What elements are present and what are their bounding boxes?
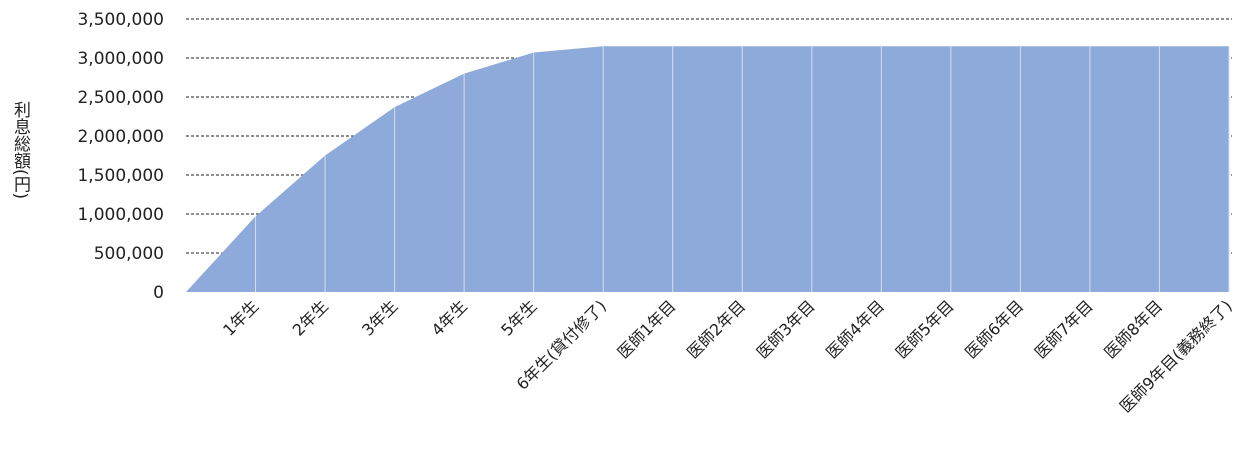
y-tick-label: 1,000,000: [77, 205, 164, 225]
x-tick-label: 医師1年目: [614, 296, 680, 362]
y-axis-label: 利息総額(円): [10, 101, 31, 199]
y-tick-label: 2,000,000: [77, 127, 164, 147]
area-series: [186, 46, 1229, 292]
x-tick-label: 医師2年目: [683, 296, 749, 362]
x-tick-label: 医師3年目: [753, 296, 819, 362]
x-tick-label: 5年生: [497, 296, 540, 339]
y-tick-label: 3,000,000: [77, 49, 164, 69]
x-tick-label: 医師4年目: [822, 296, 888, 362]
x-tick-label: 医師5年目: [892, 296, 958, 362]
x-tick-label: 1年生: [219, 296, 262, 339]
y-tick-label: 500,000: [94, 244, 164, 264]
x-tick-label: 医師6年目: [961, 296, 1027, 362]
y-tick-label: 1,500,000: [77, 166, 164, 186]
x-tick-label: 3年生: [358, 296, 401, 339]
y-axis-ticks: 0 500,000 1,000,000 1,500,000 2,000,000 2,500…: [77, 10, 164, 303]
x-tick-label: 4年生: [428, 296, 471, 339]
y-tick-label: 0: [153, 283, 164, 303]
plot-area: [185, 46, 1230, 293]
y-axis-title: 利息総額(円): [10, 101, 31, 199]
x-tick-label: 2年生: [289, 296, 332, 339]
y-tick-label: 2,500,000: [77, 88, 164, 108]
y-tick-label: 3,500,000: [77, 10, 164, 30]
x-tick-label: 医師7年目: [1031, 296, 1097, 362]
x-tick-label: 医師8年目: [1100, 296, 1166, 362]
x-axis-ticks: 1年生 2年生 3年生 4年生 5年生6年生(貸付修了) 医師1年目 医師2年目 医師3年目医…: [219, 296, 1236, 416]
